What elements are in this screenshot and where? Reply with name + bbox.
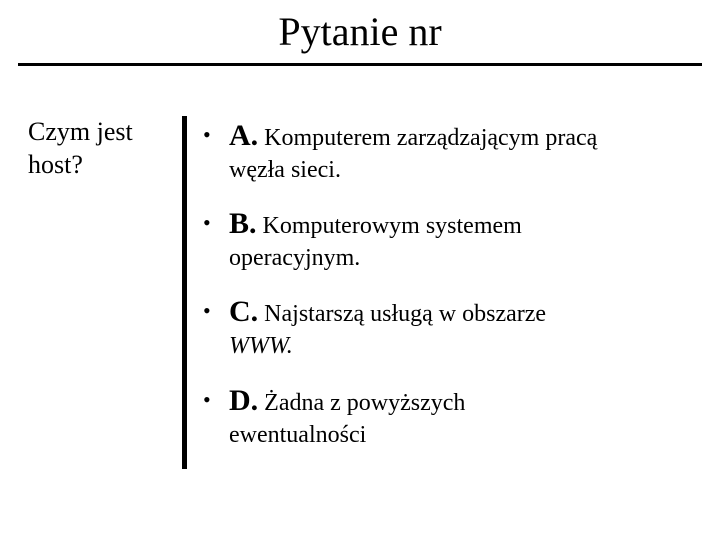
vertical-divider	[182, 116, 187, 469]
answer-d-letter: D.	[229, 384, 258, 417]
answer-c-text: C. Najstarszą usługą w obszarze WWW.	[229, 292, 546, 362]
answer-a-line1: Komputerem zarządzającym pracą	[258, 125, 597, 151]
question-line2: host?	[28, 150, 83, 179]
slide-body: Czym jest host? • A. Komputerem zarządza…	[0, 116, 720, 469]
answer-d-line1: Żadna z powyższych	[258, 390, 465, 416]
answer-a-text: A. Komputerem zarządzającym pracą węzła …	[229, 116, 597, 186]
title-divider	[18, 63, 702, 66]
answer-b-line2: operacyjnym.	[229, 245, 360, 271]
answer-c-line2: WWW.	[229, 333, 293, 359]
slide: Pytanie nr Czym jest host? • A. Komputer…	[0, 0, 720, 540]
answer-b-text: B. Komputerowym systemem operacyjnym.	[229, 204, 522, 274]
bullet-icon: •	[203, 300, 217, 322]
answer-c-letter: C.	[229, 295, 258, 328]
answer-a-line2: węzła sieci.	[229, 157, 341, 183]
answer-a: • A. Komputerem zarządzającym pracą węzł…	[203, 116, 702, 186]
answers-list: • A. Komputerem zarządzającym pracą węzł…	[203, 116, 702, 469]
question-text: Czym jest host?	[28, 116, 182, 181]
bullet-icon: •	[203, 124, 217, 146]
answer-d-line2: ewentualności	[229, 422, 366, 448]
question-line1: Czym jest	[28, 117, 133, 146]
answer-d-text: D. Żadna z powyższych ewentualności	[229, 381, 465, 451]
answer-b-letter: B.	[229, 207, 257, 240]
bullet-icon: •	[203, 389, 217, 411]
answer-d: • D. Żadna z powyższych ewentualności	[203, 381, 702, 451]
answer-a-letter: A.	[229, 119, 258, 152]
answer-c-line1: Najstarszą usługą w obszarze	[258, 301, 546, 327]
slide-title: Pytanie nr	[0, 0, 720, 63]
bullet-icon: •	[203, 212, 217, 234]
answer-b-line1: Komputerowym systemem	[257, 213, 522, 239]
answer-c: • C. Najstarszą usługą w obszarze WWW.	[203, 292, 702, 362]
answer-b: • B. Komputerowym systemem operacyjnym.	[203, 204, 702, 274]
